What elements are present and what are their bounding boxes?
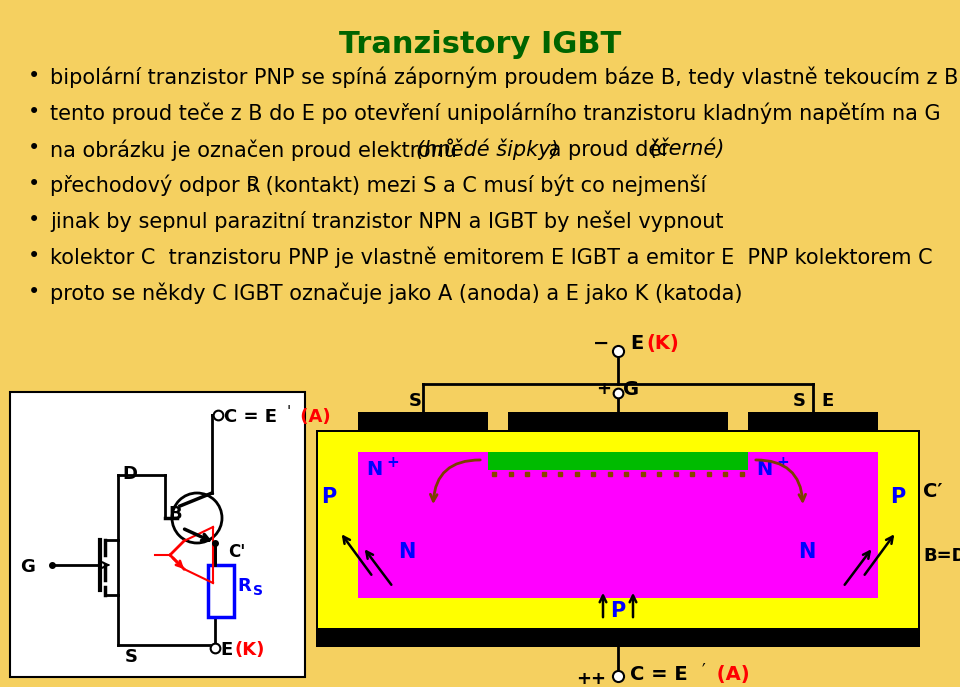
Text: •: •: [28, 246, 40, 266]
Text: S: S: [253, 584, 263, 598]
Text: •: •: [28, 210, 40, 230]
Text: Tranzistory IGBT: Tranzistory IGBT: [339, 30, 621, 59]
Text: N: N: [756, 460, 772, 479]
Text: S: S: [125, 648, 138, 666]
Text: G: G: [20, 558, 35, 576]
Text: tento proud teče z B do E po otevření unipolárního tranzistoru kladným napětím n: tento proud teče z B do E po otevření un…: [50, 102, 941, 124]
Text: −: −: [593, 334, 610, 353]
Text: C = E: C = E: [630, 665, 687, 684]
Text: B: B: [168, 505, 181, 523]
Bar: [316, 430, 920, 647]
Bar: [318, 432, 918, 645]
Text: N: N: [798, 542, 815, 562]
Text: S: S: [409, 392, 422, 410]
Text: a proud děr: a proud děr: [542, 138, 677, 159]
Text: (K): (K): [646, 334, 679, 353]
Text: jinak by sepnul parazitní tranzistor NPN a IGBT by nešel vypnout: jinak by sepnul parazitní tranzistor NPN…: [50, 210, 724, 232]
Text: (K): (K): [235, 641, 265, 659]
Text: (hnědé šipky): (hnědé šipky): [416, 138, 559, 159]
Text: (A): (A): [294, 408, 330, 426]
Text: C': C': [228, 543, 246, 561]
Bar: [318, 598, 918, 628]
Text: P: P: [610, 601, 625, 621]
Text: ': ': [287, 405, 291, 420]
Text: S: S: [793, 392, 806, 410]
Text: •: •: [28, 102, 40, 122]
Text: •: •: [28, 282, 40, 302]
Bar: [318, 628, 918, 645]
Text: B=D: B=D: [923, 547, 960, 565]
Text: bipolární tranzistor PNP se spíná záporným proudem báze B, tedy vlastně tekoucím: bipolární tranzistor PNP se spíná záporn…: [50, 66, 958, 87]
Text: •: •: [28, 66, 40, 86]
Text: N: N: [366, 460, 382, 479]
Text: proto se někdy C IGBT označuje jako A (anoda) a E jako K (katoda): proto se někdy C IGBT označuje jako A (a…: [50, 282, 742, 304]
Text: (A): (A): [710, 665, 750, 684]
Text: na obrázku je označen proud elektronů: na obrázku je označen proud elektronů: [50, 138, 464, 161]
Text: S: S: [247, 179, 256, 194]
Text: G: G: [623, 380, 639, 399]
Bar: [358, 452, 488, 527]
Text: R: R: [237, 577, 251, 595]
Text: C = E: C = E: [224, 408, 277, 426]
Bar: [10, 392, 305, 677]
Bar: [748, 412, 878, 432]
Bar: [318, 452, 358, 598]
Text: •: •: [28, 174, 40, 194]
Bar: [748, 452, 878, 527]
Text: ′: ′: [702, 662, 706, 680]
Text: N: N: [398, 542, 416, 562]
Text: +: +: [776, 455, 789, 470]
Text: (kontakt) mezi S a C musí být co nejmenší: (kontakt) mezi S a C musí být co nejmenš…: [259, 174, 707, 196]
Text: D: D: [122, 465, 137, 483]
Text: +: +: [386, 455, 398, 470]
Text: C′: C′: [923, 482, 943, 501]
Text: +: +: [596, 380, 611, 398]
Bar: [358, 412, 488, 432]
Text: E: E: [220, 641, 232, 659]
Text: P: P: [321, 487, 336, 507]
Text: ++: ++: [576, 670, 606, 687]
Text: kolektor C  tranzistoru PNP je vlastně emitorem E IGBT a emitor E  PNP kolektore: kolektor C tranzistoru PNP je vlastně em…: [50, 246, 932, 267]
Text: přechodový odpor R: přechodový odpor R: [50, 174, 260, 196]
Bar: [208, 565, 234, 617]
Text: E: E: [630, 334, 643, 353]
Bar: [508, 412, 728, 432]
Text: E: E: [821, 392, 833, 410]
Bar: [488, 452, 748, 470]
Text: •: •: [28, 138, 40, 158]
Bar: [878, 452, 918, 598]
Text: (černé): (černé): [649, 138, 725, 159]
Bar: [318, 452, 918, 598]
Text: P: P: [890, 487, 905, 507]
